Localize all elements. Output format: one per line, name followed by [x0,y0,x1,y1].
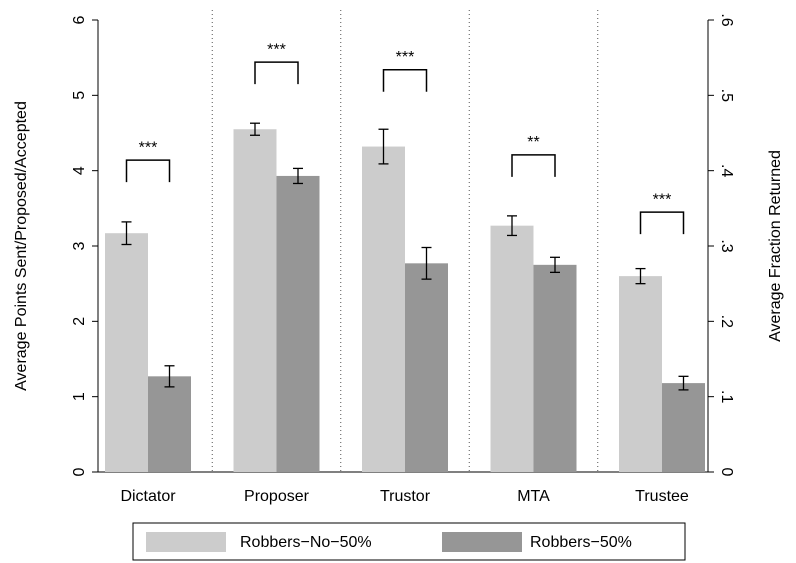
y2-tick-label: .3 [718,239,735,252]
y-tick-label: 3 [71,241,88,250]
y2-tick-label: .6 [718,13,735,26]
error-bar [121,221,132,246]
bar [233,129,277,472]
y2-tick-label: .5 [718,89,735,102]
significance-bracket [254,61,299,85]
significance-label: *** [139,139,158,156]
significance-label: ** [527,134,539,151]
x-tick-label: MTA [517,488,550,505]
x-tick-label: Dictator [120,488,176,505]
error-bar [250,122,260,136]
y2-tick-label: .4 [718,164,735,177]
bar [148,376,191,472]
bar [662,383,705,472]
significance-bracket [511,154,556,177]
significance-bracket [125,159,171,183]
y2-axis-title: Average Fraction Returned [767,150,784,342]
bar [362,146,405,472]
y-tick-label: 1 [71,392,88,401]
y-tick-label: 6 [71,15,88,24]
x-tick-label: Trustee [635,488,689,505]
significance-bracket [382,68,428,92]
x-tick-label: Proposer [244,488,310,505]
y-tick-label: 5 [71,91,88,100]
error-bar [164,365,175,388]
legend-label: Robbers−No−50% [240,534,372,551]
x-tick-label: Trustor [380,488,431,505]
error-bar [507,215,517,237]
error-bar [293,167,303,185]
y2-tick-label: .1 [718,390,735,403]
y-tick-label: 0 [71,467,88,476]
y-axis-title: Average Points Sent/Proposed/Accepted [13,101,30,391]
legend-label: Robbers−50% [530,534,632,551]
legend-swatch [146,532,226,552]
y2-tick-label: 0 [718,468,735,477]
error-bar [550,256,560,274]
significance-bracket [639,211,685,235]
bar [619,276,662,472]
significance-label: *** [267,41,286,58]
error-bar [378,128,389,165]
error-bar [678,375,689,391]
significance-label: *** [653,191,672,208]
legend-swatch [442,532,522,552]
bar [276,175,320,472]
bar [105,233,148,472]
error-bar [635,267,646,285]
error-bar [421,246,432,280]
bar [405,263,448,472]
y2-tick-label: .2 [718,315,735,328]
y-tick-label: 2 [71,317,88,326]
y-tick-label: 4 [71,166,88,175]
significance-label: *** [396,49,415,66]
bar [533,264,577,472]
bar [490,225,534,472]
